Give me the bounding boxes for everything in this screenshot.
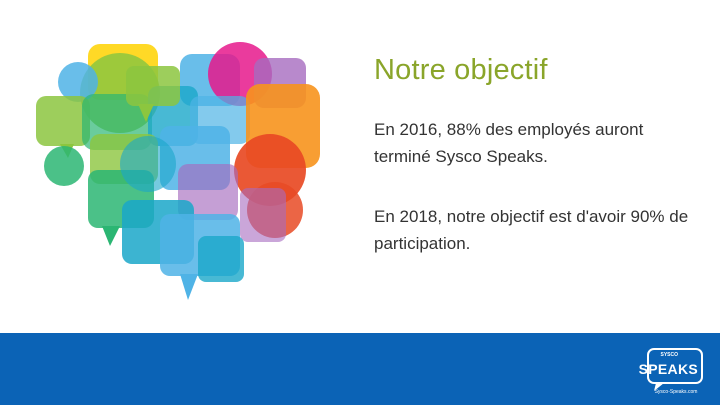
logo-main-text: SPEAKS (638, 361, 698, 377)
logo-url-text: Sysco-Speaks.com (654, 389, 698, 395)
speech-bubble-heart-icon (30, 38, 330, 310)
paragraph-2016-goal: En 2016, 88% des employés auront terminé… (374, 120, 644, 166)
sysco-speaks-logo-icon (644, 345, 710, 399)
logo-top-text: SYSCO (660, 352, 678, 358)
paragraph-2018-goal: En 2018, notre objectif est d'avoir 90% … (374, 207, 689, 253)
footer-bar (0, 333, 720, 405)
slide-title: Notre objectif (374, 54, 548, 86)
